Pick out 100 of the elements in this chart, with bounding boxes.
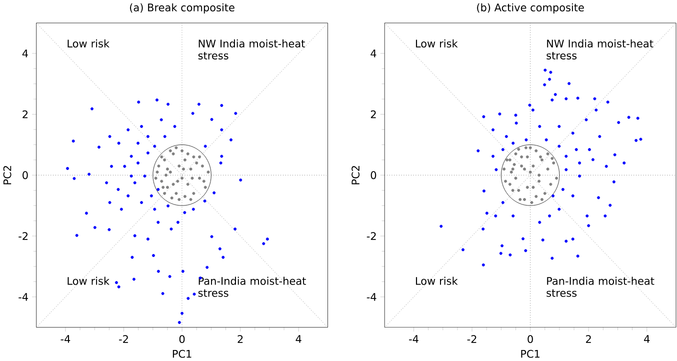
- x-tick-label: -2: [119, 335, 128, 343]
- point: [504, 180, 508, 183]
- point: [546, 152, 550, 156]
- y-axis-title: PC2: [3, 166, 12, 184]
- y-tick-label: -4: [18, 293, 28, 301]
- x-axis-title: PC1: [172, 350, 192, 358]
- y-tick-label: -2: [366, 232, 376, 240]
- point: [174, 146, 178, 150]
- point: [555, 176, 558, 180]
- point: [172, 182, 175, 186]
- point: [154, 176, 158, 180]
- point: [186, 152, 190, 156]
- y-tick-label: 2: [22, 110, 28, 118]
- y-tick-label: 0: [370, 171, 376, 180]
- y-axis-title: PC2: [352, 166, 360, 184]
- point: [506, 158, 508, 162]
- point: [520, 155, 524, 158]
- point: [174, 192, 178, 195]
- point: [534, 149, 538, 152]
- point: [206, 170, 210, 174]
- point: [540, 198, 544, 201]
- point: [176, 180, 180, 183]
- point: [510, 170, 513, 174]
- x-tick-label: 2: [586, 335, 591, 343]
- point: [192, 155, 196, 158]
- point: [198, 176, 202, 180]
- point: [156, 170, 159, 174]
- annotation: Low risk: [416, 276, 458, 285]
- x-axis-title: PC1: [521, 350, 540, 358]
- point: [517, 148, 520, 151]
- y-tick-label: 4: [22, 50, 28, 58]
- point: [532, 186, 535, 189]
- y-tick-label: 0: [22, 171, 28, 180]
- point: [198, 155, 202, 158]
- point: [524, 146, 528, 150]
- point: [202, 180, 206, 183]
- point: [522, 198, 526, 201]
- point: [178, 198, 181, 201]
- point: [160, 155, 164, 158]
- point: [517, 188, 520, 192]
- point: [182, 168, 185, 170]
- point: [534, 194, 538, 198]
- chart-title: (b) Active composite: [477, 3, 584, 14]
- point: [164, 174, 168, 177]
- point: [550, 156, 554, 160]
- point: [166, 168, 169, 170]
- point: [514, 176, 518, 180]
- point: [172, 152, 175, 156]
- point: [532, 164, 535, 168]
- point: [183, 158, 186, 162]
- point: [508, 158, 512, 162]
- chart-title: (a) Break composite: [130, 3, 234, 14]
- y-tick-label: 4: [370, 50, 376, 58]
- annotation: Low risk: [68, 276, 110, 285]
- point: [549, 182, 552, 186]
- point: [163, 192, 166, 195]
- x-tick-label: 0: [179, 335, 185, 343]
- point: [180, 176, 184, 180]
- annotation: NW India moist-heat stress: [198, 39, 305, 60]
- annotation: Low risk: [416, 39, 458, 48]
- point: [166, 186, 169, 189]
- x-tick-label: 0: [528, 335, 533, 343]
- point: [528, 146, 532, 150]
- point: [540, 158, 544, 162]
- point: [190, 176, 194, 180]
- point: [183, 194, 186, 198]
- point: [552, 161, 556, 164]
- point: [514, 152, 518, 156]
- annotation: Pan-India moist-heat stress: [198, 276, 306, 297]
- point: [162, 186, 165, 189]
- point: [526, 155, 529, 158]
- point: [168, 170, 172, 174]
- x-tick-label: -4: [409, 335, 418, 343]
- point: [518, 198, 522, 201]
- annotation: NW India moist-heat stress: [546, 39, 654, 60]
- point: [189, 168, 192, 170]
- point: [528, 170, 532, 174]
- point: [511, 168, 514, 170]
- point: [539, 155, 542, 158]
- point: [526, 186, 529, 189]
- x-tick-label: -4: [60, 335, 70, 343]
- x-tick-label: 4: [296, 335, 302, 343]
- point: [520, 164, 524, 168]
- point: [178, 164, 181, 168]
- point: [180, 149, 184, 152]
- point: [546, 168, 550, 170]
- point: [512, 162, 516, 166]
- y-tick-label: -4: [366, 293, 376, 301]
- x-tick-label: 4: [644, 335, 650, 343]
- y-tick-label: -2: [18, 232, 28, 240]
- point: [538, 174, 541, 177]
- point: [502, 168, 506, 170]
- point: [538, 180, 541, 183]
- point: [163, 158, 166, 162]
- point: [195, 161, 198, 164]
- point: [543, 192, 546, 195]
- point: [186, 182, 190, 186]
- point: [511, 188, 514, 192]
- point: [160, 180, 164, 183]
- point: [170, 196, 174, 200]
